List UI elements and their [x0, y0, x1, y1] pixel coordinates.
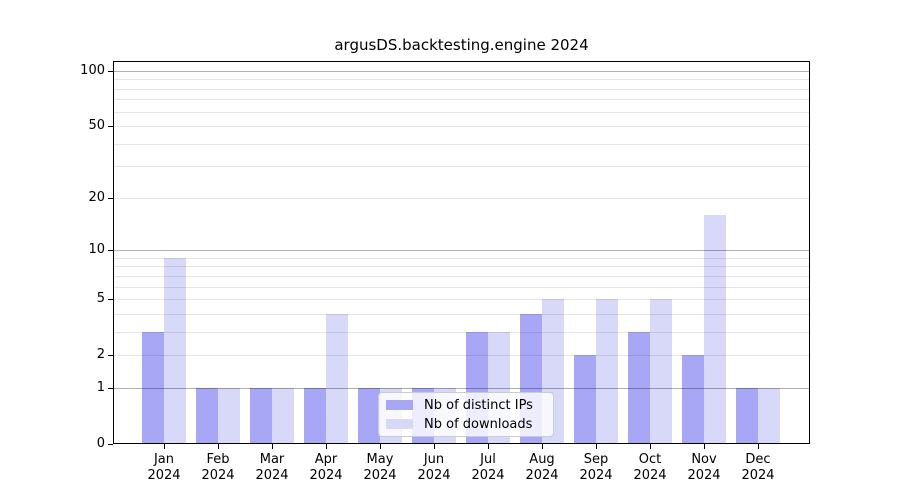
gridline-minor-70 — [113, 99, 810, 100]
gridline-minor-20 — [113, 198, 810, 199]
x-tick-label-oct: Oct 2024 — [633, 452, 667, 483]
x-tick-label-apr: Apr 2024 — [309, 452, 343, 483]
y-tick-mark-20 — [108, 198, 113, 199]
x-tick-mark-apr — [326, 444, 327, 449]
x-tick-mark-sep — [596, 444, 597, 449]
legend-label-downloads: Nb of downloads — [424, 416, 533, 432]
gridline-minor-80 — [113, 89, 810, 90]
x-tick-label-feb: Feb 2024 — [201, 452, 235, 483]
gridline-minor-2 — [113, 355, 810, 356]
y-tick-label-1: 1 — [96, 380, 105, 395]
x-tick-mark-oct — [650, 444, 651, 449]
legend-label-distinct-ips: Nb of distinct IPs — [424, 397, 533, 413]
bar-sep-distinct-ips — [574, 355, 596, 444]
gridline-minor-3 — [113, 332, 810, 333]
y-tick-mark-10 — [108, 250, 113, 251]
y-tick-mark-100 — [108, 71, 113, 72]
x-tick-label-jun: Jun 2024 — [417, 452, 451, 483]
y-tick-label-10: 10 — [88, 242, 105, 257]
legend-item-downloads: Nb of downloads — [386, 417, 546, 432]
x-tick-mark-mar — [272, 444, 273, 449]
y-tick-mark-5 — [108, 299, 113, 300]
bar-nov-downloads — [704, 214, 726, 444]
x-tick-mark-jul — [488, 444, 489, 449]
x-tick-label-jul: Jul 2024 — [471, 452, 505, 483]
bar-jan-downloads — [164, 257, 186, 444]
x-tick-mark-may — [380, 444, 381, 449]
gridline-minor-60 — [113, 112, 810, 113]
bar-dec-distinct-ips — [736, 387, 758, 444]
x-tick-label-aug: Aug 2024 — [525, 452, 559, 483]
y-tick-label-5: 5 — [96, 291, 105, 306]
gridline-minor-40 — [113, 144, 810, 145]
x-tick-mark-jun — [434, 444, 435, 449]
chart-title: argusDS.backtesting.engine 2024 — [334, 36, 589, 54]
legend: Nb of distinct IPs Nb of downloads — [378, 392, 554, 437]
y-tick-label-0: 0 — [96, 436, 105, 451]
legend-swatch-downloads — [386, 419, 413, 429]
bar-dec-downloads — [758, 387, 780, 444]
y-tick-mark-2 — [108, 355, 113, 356]
x-tick-mark-feb — [218, 444, 219, 449]
bar-feb-downloads — [218, 387, 240, 444]
y-tick-label-20: 20 — [88, 190, 105, 205]
bar-mar-distinct-ips — [250, 387, 272, 444]
y-tick-mark-1 — [108, 388, 113, 389]
gridline-minor-4 — [113, 314, 810, 315]
y-tick-mark-50 — [108, 126, 113, 127]
y-tick-label-100: 100 — [80, 63, 105, 78]
legend-swatch-distinct-ips — [386, 400, 413, 410]
x-tick-mark-aug — [542, 444, 543, 449]
x-tick-mark-jan — [164, 444, 165, 449]
y-tick-label-2: 2 — [96, 347, 105, 362]
gridline-minor-50 — [113, 126, 810, 127]
bar-oct-downloads — [650, 299, 672, 444]
bar-oct-distinct-ips — [628, 331, 650, 444]
x-tick-label-dec: Dec 2024 — [741, 452, 775, 483]
x-tick-label-nov: Nov 2024 — [687, 452, 721, 483]
x-tick-label-mar: Mar 2024 — [255, 452, 289, 483]
bar-nov-distinct-ips — [682, 355, 704, 444]
gridline-minor-90 — [113, 79, 810, 80]
x-tick-mark-dec — [758, 444, 759, 449]
gridline-minor-8 — [113, 266, 810, 267]
bar-jan-distinct-ips — [142, 331, 164, 444]
bar-sep-downloads — [596, 299, 618, 444]
gridline-major-10 — [113, 250, 810, 251]
bar-may-distinct-ips — [358, 387, 380, 444]
gridline-minor-5 — [113, 299, 810, 300]
gridline-minor-30 — [113, 166, 810, 167]
gridline-minor-7 — [113, 276, 810, 277]
gridline-minor-6 — [113, 287, 810, 288]
legend-item-distinct-ips: Nb of distinct IPs — [386, 398, 546, 413]
gridline-major-100 — [113, 71, 810, 72]
x-tick-label-jan: Jan 2024 — [147, 452, 181, 483]
bar-mar-downloads — [272, 387, 294, 444]
x-tick-label-may: May 2024 — [363, 452, 397, 483]
y-tick-mark-0 — [108, 444, 113, 445]
bar-feb-distinct-ips — [196, 387, 218, 444]
x-tick-label-sep: Sep 2024 — [579, 452, 613, 483]
gridline-major-1 — [113, 388, 810, 389]
x-tick-mark-nov — [704, 444, 705, 449]
gridline-minor-9 — [113, 258, 810, 259]
y-tick-label-50: 50 — [88, 118, 105, 133]
bar-apr-distinct-ips — [304, 387, 326, 444]
bar-apr-downloads — [326, 313, 348, 444]
